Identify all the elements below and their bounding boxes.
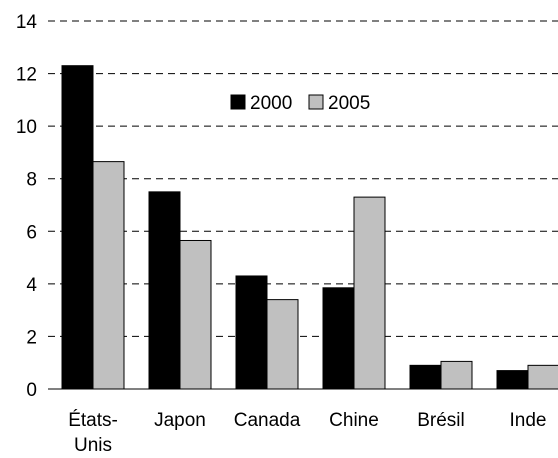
x-category-label: Inde — [510, 410, 547, 431]
gridlines — [48, 20, 558, 337]
bar-2000-0 — [61, 65, 94, 390]
y-tick-label: 4 — [26, 275, 37, 296]
bar-2005-2 — [266, 299, 299, 390]
y-tick-label: 2 — [26, 327, 37, 348]
bars — [61, 65, 558, 390]
bar-2005-0 — [92, 161, 125, 390]
legend-label-2000: 2000 — [250, 93, 292, 114]
legend-swatch-2005 — [308, 94, 324, 110]
y-tick-label: 14 — [16, 12, 38, 33]
bar-2000-5 — [496, 370, 529, 390]
bar-2000-4 — [409, 364, 442, 390]
x-category-label: Canada — [234, 410, 301, 431]
legend-swatch-2000 — [230, 94, 246, 110]
bar-2005-5 — [527, 364, 558, 390]
bar-2005-3 — [353, 196, 386, 390]
x-category-label: Chine — [329, 410, 379, 431]
x-category-label: Brésil — [417, 410, 465, 431]
y-tick-label: 0 — [26, 380, 37, 401]
bar-2000-1 — [148, 191, 181, 390]
x-axis-labels: États- Unis Japon Canada Chine Brésil Inde — [68, 410, 546, 456]
legend: 2000 2005 — [230, 93, 370, 114]
bar-2000-2 — [235, 275, 268, 390]
y-tick-label: 6 — [26, 222, 37, 243]
y-tick-label: 10 — [16, 117, 37, 138]
x-category-label: Unis — [74, 435, 112, 456]
y-axis-ticks: 0 2 4 6 8 10 12 14 — [16, 12, 38, 401]
bar-2005-4 — [440, 360, 473, 390]
bar-2000-3 — [322, 287, 355, 390]
x-category-label: Japon — [154, 410, 206, 431]
x-category-label: États- — [68, 410, 118, 431]
bar-2005-1 — [179, 239, 212, 390]
legend-label-2005: 2005 — [328, 93, 370, 114]
y-tick-label: 8 — [26, 170, 37, 191]
y-tick-label: 12 — [16, 65, 37, 86]
